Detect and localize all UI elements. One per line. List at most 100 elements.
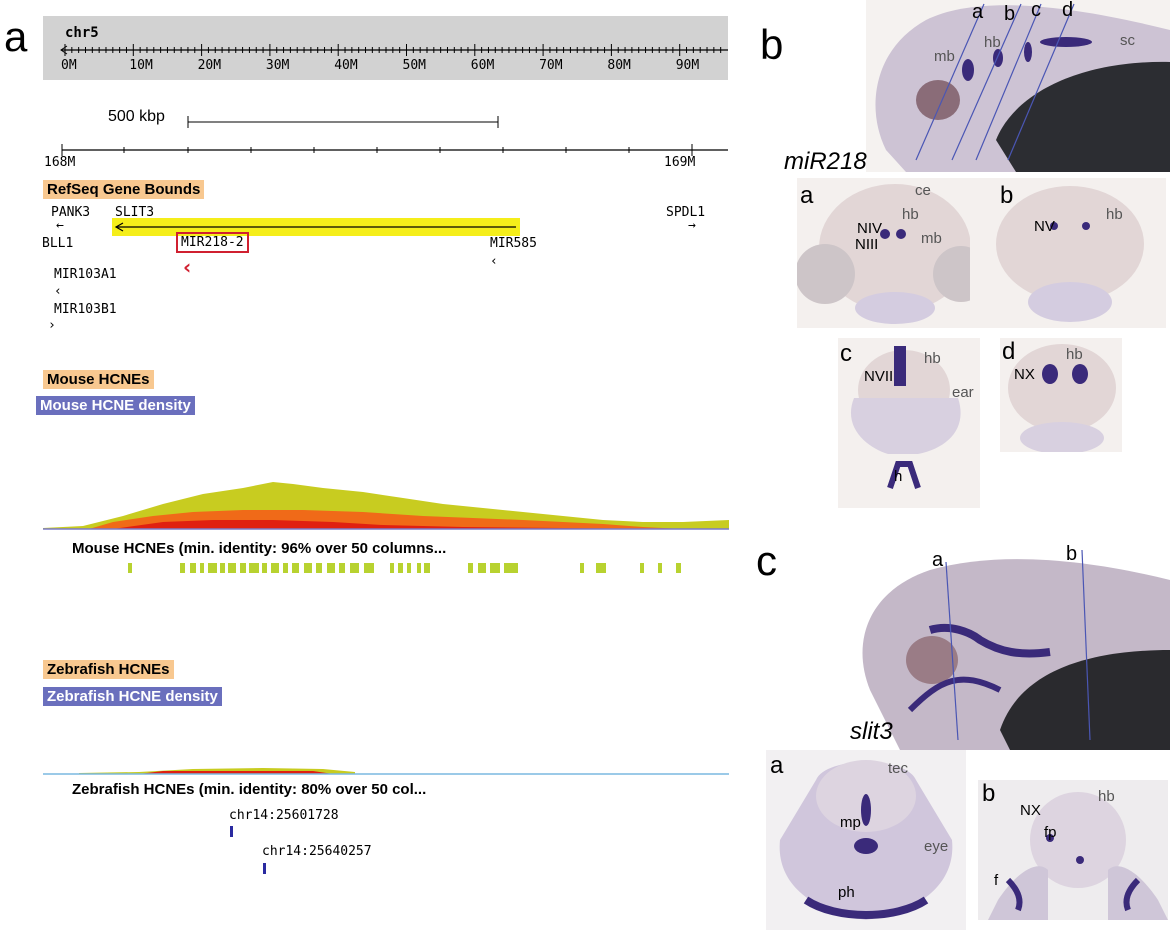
slit3-gene-bar[interactable] (112, 218, 520, 236)
zebrafish-hit-mark-1[interactable] (230, 826, 233, 837)
mir218-strand-icon: ‹ (183, 255, 192, 279)
panel-letter-a: a (4, 13, 28, 60)
mir218-larva-drawing (875, 3, 1170, 172)
mir103b1-strand-icon: › (48, 318, 56, 333)
panel-letter-c: c (756, 537, 777, 584)
b-section-d-label-nx: NX (1014, 366, 1035, 383)
b-section-b-letter: b (1000, 182, 1014, 209)
c-section-a-drawing (779, 760, 953, 920)
scalebar (187, 116, 499, 128)
c-section-b: b hb NX fp f (978, 780, 1168, 920)
gene-label-bll1: BLL1 (42, 236, 74, 251)
zebrafish-hit-mark-2[interactable] (263, 863, 266, 874)
zebrafish-hit-label-2: chr14:25640257 (262, 844, 372, 859)
b-section-a-label-niv: NIV (857, 220, 883, 237)
b-section-d-letter: d (1002, 338, 1016, 365)
zebrafish-density-plot (43, 768, 729, 775)
c-section-b-label-hb: hb (1098, 788, 1115, 805)
b-section-c: c hb NVII ear h (838, 338, 980, 508)
slit3-gene-arrow (114, 222, 516, 232)
b-line-label-c: c (1031, 0, 1041, 21)
b-region-hb: hb (984, 34, 1001, 51)
ideogram-tick-label: 50M (402, 58, 426, 73)
b-section-b-label-nv: NV (1034, 218, 1055, 235)
c-section-b-letter: b (982, 780, 996, 807)
b-section-d: d hb NX (1000, 338, 1122, 452)
ideogram-axis (60, 44, 728, 56)
b-line-label-d: d (1062, 0, 1074, 21)
b-section-c-label-h: h (894, 468, 903, 485)
arrow-left-icon: ← (56, 218, 64, 233)
position-ruler (61, 144, 728, 156)
b-line-label-a: a (972, 1, 984, 23)
scalebar-label: 500 kbp (108, 108, 165, 125)
ideogram-tick-label: 30M (265, 58, 290, 73)
c-section-a: a tec mp eye ph (766, 750, 966, 930)
mir218-larva-image: a b c d mb hb sc (866, 0, 1170, 172)
b-section-c-drawing (850, 346, 961, 489)
zebrafish-density-label[interactable]: Zebrafish HCNE density (43, 687, 222, 706)
ideogram-tick-label: 40M (334, 58, 358, 73)
gene-label-slit3: SLIT3 (115, 205, 155, 220)
mouse-hcne-ticks (128, 563, 681, 573)
gene-label-mir103a1: MIR103A1 (54, 267, 117, 282)
ideogram-tick-label: 80M (607, 58, 631, 73)
gene-label-mir103b1: MIR103B1 (54, 302, 117, 317)
b-section-b-drawing (996, 186, 1144, 322)
mouse-density-label[interactable]: Mouse HCNE density (36, 396, 195, 415)
b-section-a-label-ce: ce (915, 182, 931, 199)
c-section-b-label-f: f (994, 872, 999, 889)
slit3-larva-image: a b (850, 540, 1170, 750)
chromosome-ideogram: chr5 0M 10M 20M 30M 40M 50M 60M 70M 80M 90M (43, 16, 728, 80)
b-line-label-b: b (1004, 3, 1016, 25)
b-section-c-label-nvii: NVII (864, 368, 894, 385)
b-section-a-label-mb: mb (921, 230, 942, 247)
ideogram-tick-label: 60M (470, 58, 495, 73)
mir218-gene-label: miR218 (784, 148, 867, 175)
b-section-a-drawing (797, 184, 989, 324)
c-section-a-letter: a (770, 752, 784, 779)
ideogram-tick-label: 90M (675, 58, 700, 73)
b-section-c-letter: c (840, 340, 852, 367)
ideogram-tick-label: 10M (129, 58, 153, 73)
b-section-c-label-ear: ear (952, 384, 974, 401)
c-line-label-a: a (932, 549, 944, 571)
c-section-a-label-eye: eye (924, 838, 949, 855)
b-region-sc: sc (1120, 32, 1135, 49)
mir103a1-strand-icon: ‹ (54, 284, 62, 299)
arrow-right-icon: → (688, 218, 696, 233)
refseq-track-label[interactable]: RefSeq Gene Bounds (43, 180, 205, 199)
c-section-a-label-ph: ph (838, 884, 855, 901)
ruler-label-left: 168M (44, 155, 76, 170)
zebrafish-hcnes-label[interactable]: Zebrafish HCNEs (43, 660, 174, 679)
gene-label-mir585: MIR585 (490, 236, 537, 251)
gene-label-spdl1: SPDL1 (666, 205, 706, 220)
ideogram-tick-label: 0M (61, 58, 77, 73)
c-section-a-label-tec: tec (888, 760, 909, 777)
c-line-label-b: b (1066, 543, 1078, 565)
b-section-c-label-hb: hb (924, 350, 941, 367)
mouse-density-plot (43, 482, 729, 530)
b-section-a: a ce hb NIV NIII mb (797, 178, 993, 328)
c-section-a-label-mp: mp (840, 814, 861, 831)
b-section-d-drawing (1008, 344, 1116, 452)
c-section-b-drawing (988, 792, 1168, 920)
slit3-gene-label: slit3 (850, 718, 893, 745)
mir585-strand-icon: ‹ (490, 254, 498, 269)
mir218-label[interactable]: MIR218-2 (176, 232, 249, 253)
b-section-b-label-hb: hb (1106, 206, 1123, 223)
chromosome-name: chr5 (65, 25, 99, 41)
b-section-a-letter: a (800, 182, 814, 209)
c-section-b-label-fp: fp (1044, 824, 1057, 841)
ideogram-tick-label: 20M (197, 58, 222, 73)
ideogram-tick-label: 70M (539, 58, 563, 73)
mouse-hcnes-header: Mouse HCNEs (min. identity: 96% over 50 … (72, 540, 447, 557)
mouse-hcnes-label[interactable]: Mouse HCNEs (43, 370, 154, 389)
b-section-d-label-hb: hb (1066, 346, 1083, 363)
c-section-b-label-nx: NX (1020, 802, 1041, 819)
gene-label-pank3: PANK3 (51, 205, 91, 220)
b-section-a-label-niii: NIII (855, 236, 879, 253)
zebrafish-hit-label-1: chr14:25601728 (229, 808, 339, 823)
panel-letter-b: b (760, 21, 784, 68)
ruler-label-right: 169M (664, 155, 696, 170)
